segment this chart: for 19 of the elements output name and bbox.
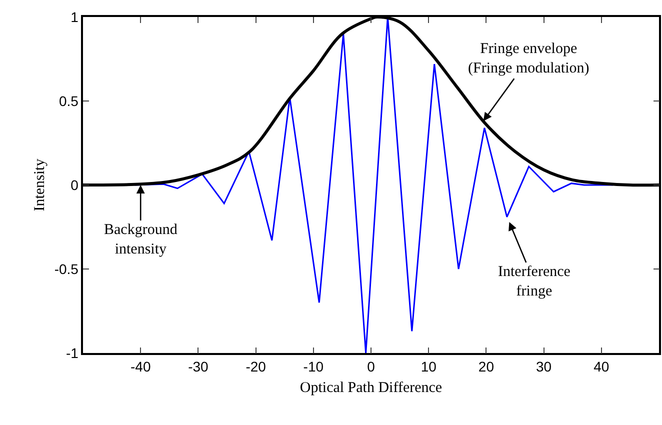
x-tick-label: 0: [367, 358, 376, 375]
annotation: Fringe envelope (Fringe modulation): [468, 41, 590, 76]
y-axis-title: Intensity: [32, 158, 48, 212]
x-tick-label: -20: [246, 358, 266, 375]
y-tick-label: 0: [70, 176, 79, 193]
annotation: Background intensity: [104, 222, 178, 258]
x-tick-label: -10: [303, 358, 324, 375]
x-tick-label: 10: [420, 358, 437, 375]
x-tick-label: 40: [594, 358, 610, 375]
y-tick-label: 0.5: [58, 92, 79, 109]
y-tick-label: -0.5: [54, 260, 79, 277]
x-tick-label: -30: [188, 358, 209, 375]
y-tick-label: 1: [70, 8, 79, 25]
y-tick-label: -1: [66, 344, 79, 361]
x-axis-title: Optical Path Difference: [300, 380, 442, 396]
annotation: Interference fringe: [498, 264, 571, 300]
x-tick-label: 30: [536, 358, 552, 375]
x-tick-label: 20: [478, 358, 494, 375]
x-tick-label: -40: [130, 358, 151, 375]
